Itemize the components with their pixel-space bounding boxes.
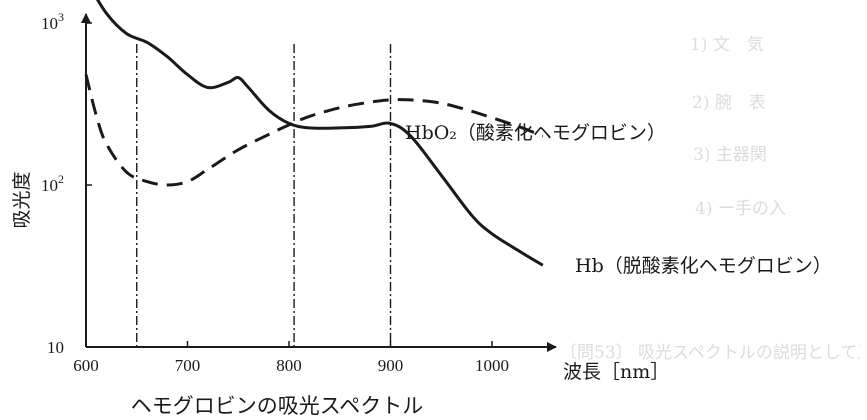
x-axis-label: 波長［nm］ bbox=[563, 361, 669, 383]
x-tick-label: 600 bbox=[73, 356, 99, 375]
reference-lines bbox=[136, 44, 392, 347]
y-tick-label: 10 bbox=[47, 338, 64, 357]
y-axis-label: 吸光度 bbox=[11, 171, 33, 228]
hbo2-curve bbox=[84, 74, 544, 187]
x-tick-label: 1000 bbox=[475, 356, 509, 375]
background-text-4: 4) ー手の入 bbox=[695, 199, 786, 219]
hbo2-label: HbO₂（酸素化ヘモグロビン） bbox=[405, 122, 666, 144]
y-tick-label: 102 bbox=[41, 172, 64, 195]
y-tick-label: 103 bbox=[41, 10, 64, 33]
x-ticks: 600 700 800 900 1000 bbox=[73, 341, 509, 375]
background-text-1: 1) 文 気 bbox=[690, 35, 764, 55]
background-text-3: 3) 主器関 bbox=[693, 145, 767, 165]
hb-curve bbox=[95, 0, 544, 267]
x-tick-label: 800 bbox=[276, 356, 302, 375]
chart-caption: ヘモグロビンの吸光スペクトル bbox=[131, 394, 424, 418]
background-text-2: 2) 腕 表 bbox=[692, 93, 766, 113]
background-text-5: 〔問53〕 吸光スペクトルの説明として正しいのは bbox=[560, 343, 860, 363]
x-tick-label: 900 bbox=[378, 356, 404, 375]
hb-label: Hb（脱酸素化ヘモグロビン） bbox=[575, 255, 832, 277]
y-ticks: 10 102 103 bbox=[41, 10, 92, 357]
series-lines bbox=[84, 0, 544, 267]
x-tick-label: 700 bbox=[175, 356, 201, 375]
